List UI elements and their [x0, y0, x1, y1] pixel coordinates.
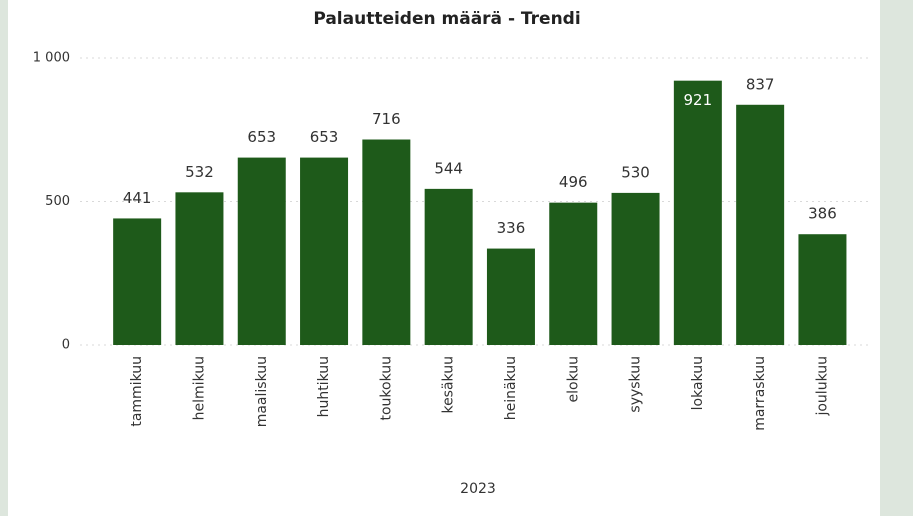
- bar: [673, 80, 722, 345]
- x-tick-label: marraskuu: [752, 356, 768, 431]
- data-label: 837: [746, 75, 775, 93]
- left-strip: [0, 0, 8, 516]
- bar: [300, 157, 349, 345]
- x-tick-label: heinäkuu: [503, 356, 519, 420]
- bar: [113, 218, 162, 345]
- right-panel: [880, 0, 913, 516]
- bar: [362, 139, 411, 345]
- x-tick-label: kesäkuu: [441, 356, 457, 414]
- x-tick-label: elokuu: [565, 356, 581, 403]
- y-tick-label: 1 000: [33, 51, 70, 66]
- data-label: 532: [185, 163, 214, 181]
- data-label: 921: [684, 91, 713, 109]
- bar: [736, 104, 785, 345]
- bar: [175, 192, 224, 345]
- x-axis-label: 2023: [460, 481, 496, 497]
- x-tick-label: joulukuu: [814, 356, 830, 417]
- bar: [486, 248, 535, 345]
- bar: [549, 202, 598, 345]
- x-tick-label: tammikuu: [129, 356, 145, 427]
- x-tick-label: helmikuu: [191, 356, 207, 420]
- y-tick-label: 0: [62, 338, 70, 353]
- bar: [611, 192, 660, 345]
- bar: [798, 234, 847, 345]
- data-label: 496: [559, 173, 588, 191]
- data-label: 530: [621, 163, 650, 181]
- data-label: 653: [247, 128, 276, 146]
- data-label: 653: [310, 128, 339, 146]
- x-tick-label: toukokuu: [378, 356, 394, 421]
- data-label: 336: [497, 219, 526, 237]
- bar: [237, 157, 286, 345]
- data-label: 716: [372, 110, 401, 128]
- x-tick-label: maaliskuu: [254, 356, 270, 427]
- y-tick-label: 500: [45, 194, 70, 209]
- data-label: 544: [434, 159, 463, 177]
- data-label: 386: [808, 205, 837, 223]
- x-tick-label: huhtikuu: [316, 356, 332, 417]
- data-label: 441: [123, 189, 152, 207]
- bar: [424, 188, 473, 345]
- x-tick-label: lokakuu: [690, 356, 706, 410]
- x-tick-label: syyskuu: [628, 356, 644, 413]
- chart-title: Palautteiden määrä - Trendi: [313, 9, 580, 29]
